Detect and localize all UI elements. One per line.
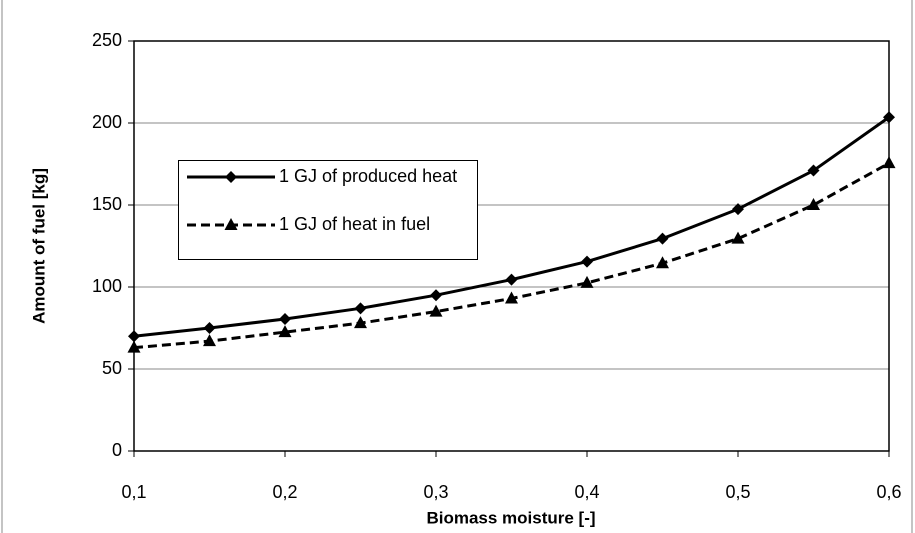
marker: [225, 171, 237, 183]
marker: [656, 232, 669, 245]
legend: 1 GJ of produced heat 1 GJ of heat in fue…: [178, 160, 478, 260]
marker: [203, 322, 216, 334]
x-tick-label: 0,1: [121, 482, 146, 502]
legend-swatch: [187, 171, 275, 183]
marker: [656, 256, 669, 269]
y-tick-label: 250: [92, 30, 122, 50]
marker: [732, 203, 744, 216]
y-tick-label: 50: [102, 358, 122, 378]
y-tick-label: 150: [92, 194, 122, 214]
marker: [224, 218, 238, 230]
marker: [279, 312, 291, 325]
legend-item: 1 GJ of produced heat: [179, 165, 477, 215]
legend-swatch: [187, 218, 275, 230]
marker: [354, 302, 367, 315]
legend-label: 1 GJ of produced heat: [279, 166, 458, 186]
marker: [580, 275, 594, 288]
x-tick-label: 0,6: [876, 482, 901, 502]
marker: [807, 198, 820, 210]
x-tick-label: 0,4: [574, 482, 599, 502]
marker: [354, 316, 367, 329]
marker: [882, 156, 896, 169]
marker: [278, 325, 292, 338]
marker: [429, 304, 443, 317]
marker: [883, 111, 895, 124]
x-axis-label: Biomass moisture [-]: [426, 508, 595, 527]
marker: [731, 231, 745, 244]
marker: [807, 164, 820, 177]
y-tick-label: 0: [112, 440, 122, 460]
marker: [430, 289, 442, 302]
marker: [128, 330, 140, 343]
x-tick-label: 0,3: [423, 482, 448, 502]
marker: [505, 273, 518, 286]
legend-label: 1 GJ of heat in fuel: [279, 214, 431, 234]
y-tick-label: 100: [92, 276, 122, 296]
marker: [505, 291, 518, 304]
marker: [581, 255, 593, 268]
legend-item: 1 GJ of heat in fuel: [179, 213, 477, 263]
marker: [203, 334, 216, 347]
x-tick-label: 0,5: [725, 482, 750, 502]
x-tick-label: 0,2: [272, 482, 297, 502]
plot-frame: [133, 40, 890, 452]
marker: [127, 340, 141, 353]
y-tick-label: 200: [92, 112, 122, 132]
y-axis-label: Amount of fuel [kg]: [29, 168, 48, 324]
